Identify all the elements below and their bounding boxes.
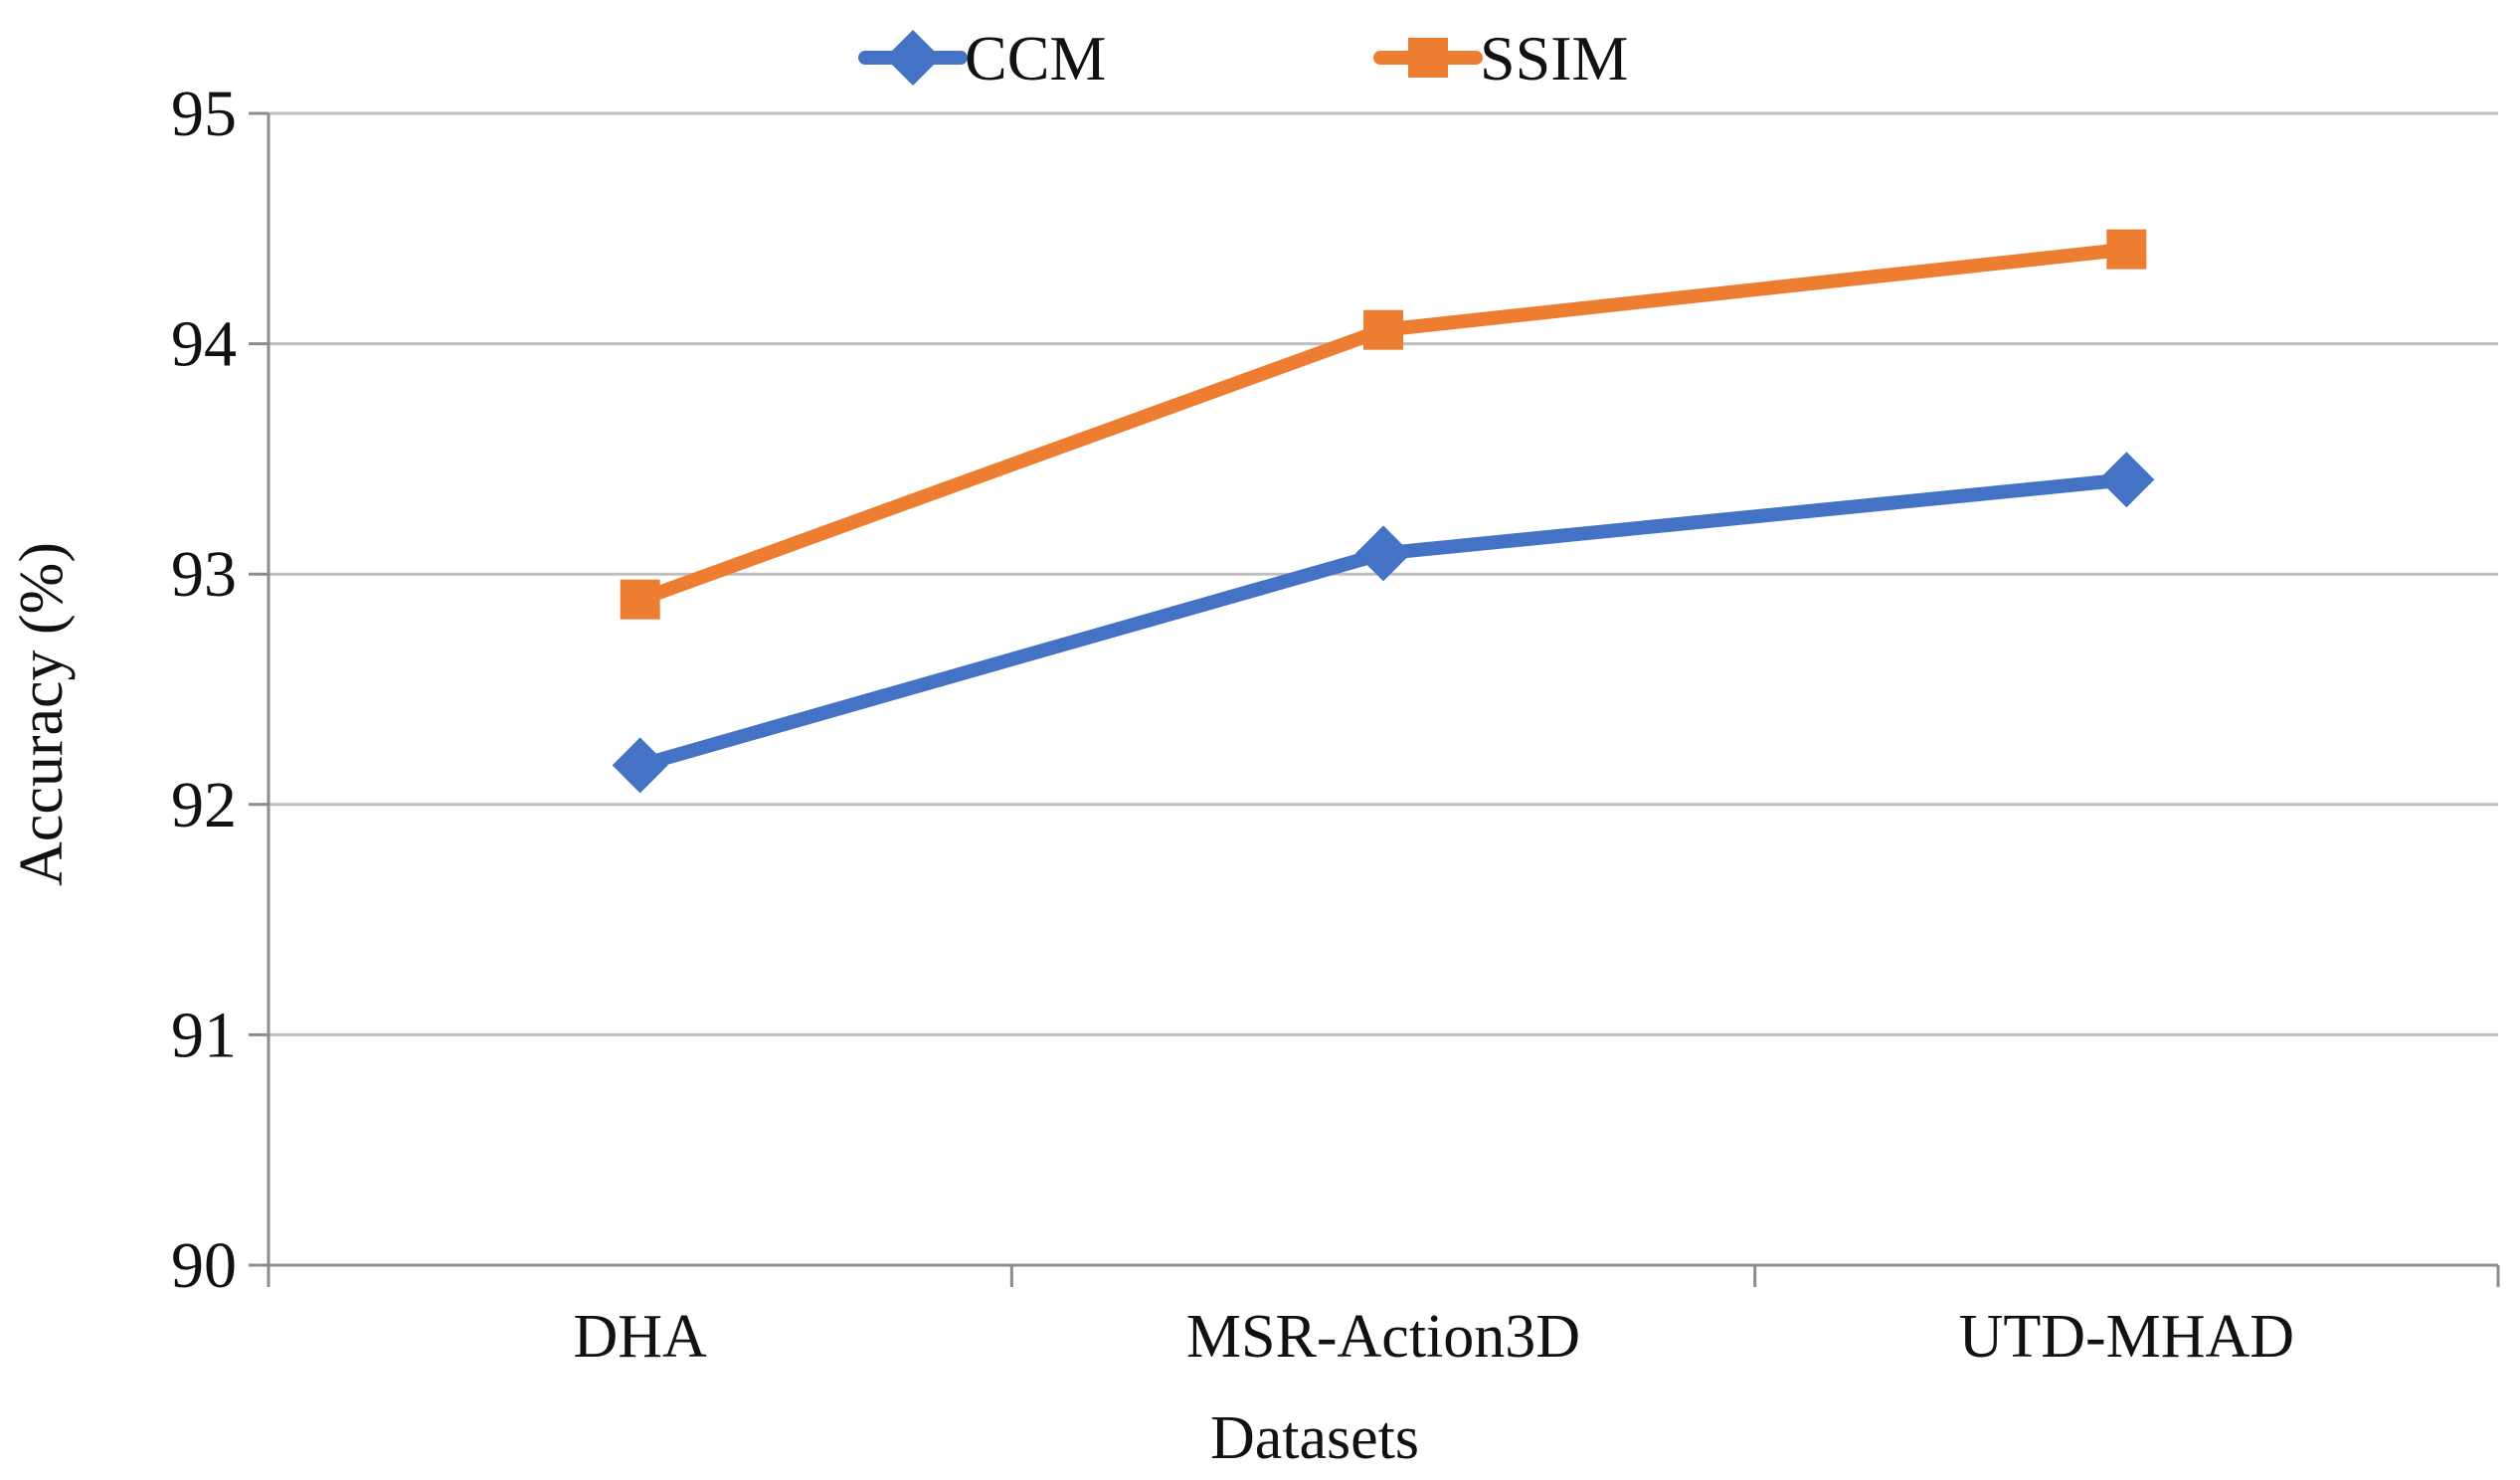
series-lines bbox=[612, 229, 2155, 794]
x-tick-label: DHA bbox=[574, 1303, 708, 1371]
legend-label-ssim: SSIM bbox=[1480, 23, 1628, 93]
y-axis-title: Accuracy (%) bbox=[8, 542, 76, 886]
x-tick-labels: DHA MSR-Action3D UTD-MHAD bbox=[574, 1303, 2295, 1371]
data-point-ccm bbox=[1355, 525, 1411, 582]
x-axis-title: Datasets bbox=[1210, 1404, 1419, 1472]
x-tick-label: MSR-Action3D bbox=[1186, 1303, 1580, 1371]
legend: CCM SSIM bbox=[858, 23, 1628, 93]
y-tick-label: 90 bbox=[171, 1229, 237, 1302]
y-tick-label: 92 bbox=[171, 769, 237, 841]
data-point-ssim bbox=[2106, 229, 2147, 270]
data-point-ccm bbox=[2098, 452, 2155, 508]
data-point-ccm bbox=[612, 737, 668, 794]
y-tick-labels: 90 91 92 93 94 95 bbox=[171, 78, 237, 1302]
y-tick-label: 95 bbox=[171, 78, 237, 150]
data-point-ssim bbox=[620, 579, 660, 620]
x-tick-label: UTD-MHAD bbox=[1959, 1303, 2295, 1371]
legend-marker-ccm bbox=[885, 30, 941, 86]
data-point-ssim bbox=[1363, 309, 1403, 350]
y-tick-label: 91 bbox=[171, 999, 237, 1071]
y-tick-label: 93 bbox=[171, 538, 237, 611]
axes bbox=[249, 111, 2500, 1287]
legend-marker-ssim bbox=[1408, 38, 1448, 78]
legend-label-ccm: CCM bbox=[965, 23, 1106, 93]
y-tick-label: 94 bbox=[171, 308, 237, 381]
